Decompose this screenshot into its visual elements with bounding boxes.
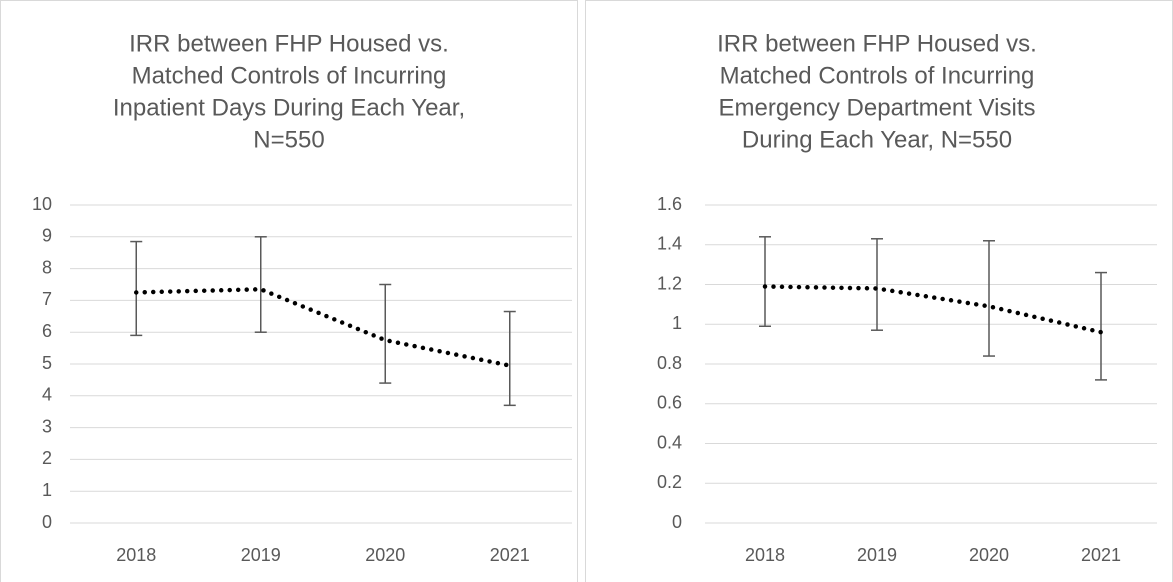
x-tick-label: 2019	[241, 545, 281, 565]
y-tick-label: 1.4	[657, 234, 682, 254]
y-tick-label: 8	[42, 257, 52, 277]
x-tick-label: 2018	[116, 545, 156, 565]
y-tick-label: 0.2	[657, 472, 682, 492]
y-tick-label: 0.8	[657, 353, 682, 373]
y-tick-label: 3	[42, 416, 52, 436]
chart-title: IRR between FHP Housed vs.	[717, 30, 1037, 57]
x-tick-label: 2019	[857, 545, 897, 565]
chart-title: N=550	[253, 126, 324, 153]
y-tick-label: 7	[42, 289, 52, 309]
x-tick-label: 2018	[745, 545, 785, 565]
y-tick-label: 1.2	[657, 273, 682, 293]
y-tick-label: 0.6	[657, 393, 682, 413]
y-tick-label: 1.6	[657, 194, 682, 214]
y-tick-label: 1	[42, 480, 52, 500]
y-tick-label: 1	[672, 313, 682, 333]
x-tick-label: 2020	[365, 545, 405, 565]
data-line	[762, 284, 1104, 335]
y-tick-label: 0	[672, 512, 682, 532]
y-tick-label: 6	[42, 321, 52, 341]
chart-title: Matched Controls of Incurring	[720, 62, 1035, 89]
y-tick-label: 4	[42, 385, 52, 405]
y-tick-label: 0.4	[657, 432, 682, 452]
y-tick-label: 10	[32, 194, 52, 214]
panel-border	[0, 0, 578, 582]
x-tick-label: 2020	[969, 545, 1009, 565]
chart-title: Inpatient Days During Each Year,	[113, 94, 465, 121]
y-tick-label: 5	[42, 353, 52, 373]
x-tick-label: 2021	[490, 545, 530, 565]
chart-title: IRR between FHP Housed vs.	[129, 30, 449, 57]
chart-title: During Each Year, N=550	[742, 126, 1012, 153]
y-tick-label: 0	[42, 512, 52, 532]
x-tick-label: 2021	[1081, 545, 1121, 565]
data-line	[134, 287, 512, 368]
chart-title: Emergency Department Visits	[718, 94, 1035, 121]
y-tick-label: 9	[42, 226, 52, 246]
y-tick-label: 2	[42, 448, 52, 468]
chart-title: Matched Controls of Incurring	[132, 62, 447, 89]
